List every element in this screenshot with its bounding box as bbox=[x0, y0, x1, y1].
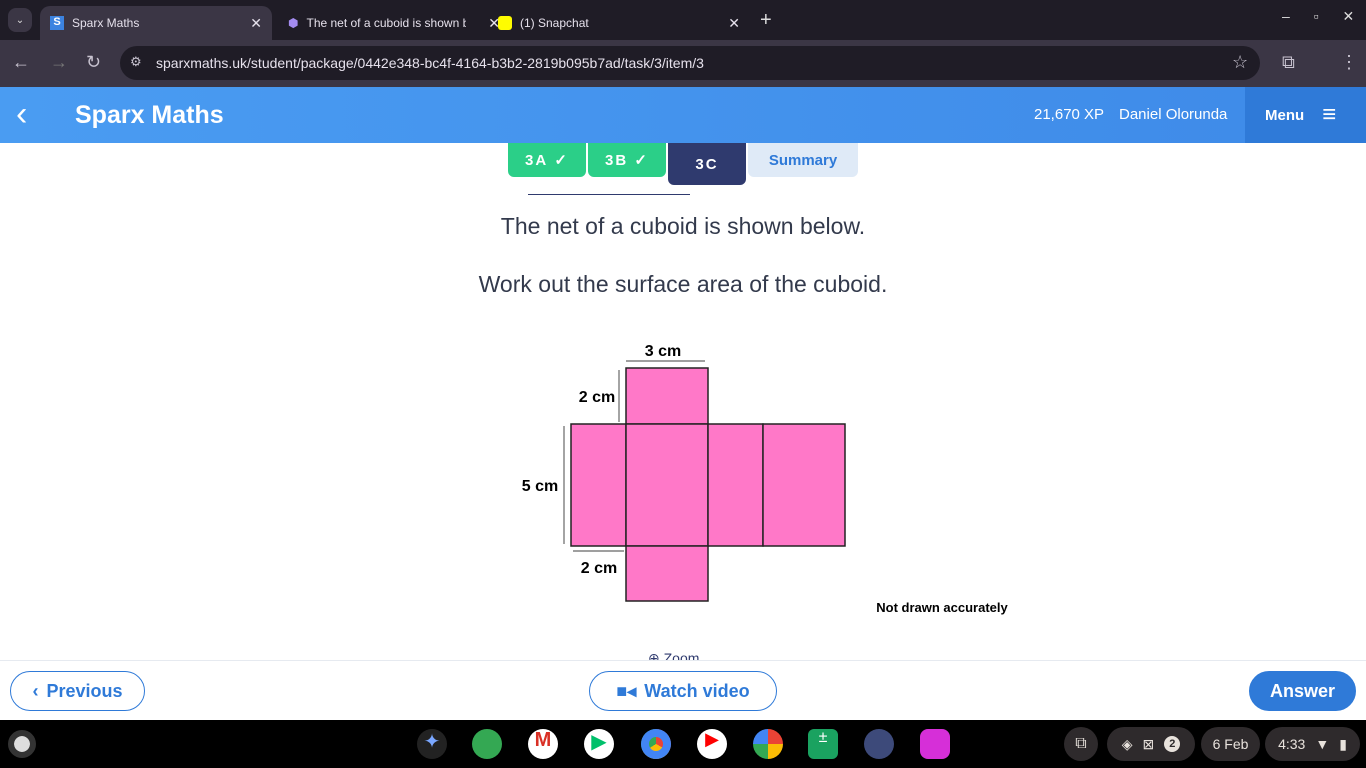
snapchat-favicon-icon bbox=[498, 16, 512, 30]
dim-label-bottom: 2 cm bbox=[581, 560, 617, 577]
answer-button[interactable]: Answer bbox=[1249, 671, 1356, 711]
menu-label: Menu bbox=[1265, 106, 1305, 124]
wifi-icon: ▼ bbox=[1315, 736, 1330, 752]
site-settings-icon[interactable]: ⚙ bbox=[130, 54, 142, 69]
status-tray[interactable]: ◈ ⊠ 2 bbox=[1107, 727, 1195, 761]
tab-sparx[interactable]: S Sparx Maths ✕ bbox=[40, 6, 272, 40]
question-line-2: Work out the surface area of the cuboid. bbox=[478, 271, 888, 297]
reload-icon[interactable]: ↻ bbox=[86, 52, 102, 72]
back-icon[interactable]: ← bbox=[12, 52, 30, 72]
gmail-app-icon[interactable]: M bbox=[528, 729, 558, 759]
user-name[interactable]: Daniel Olorunda bbox=[1119, 106, 1228, 123]
meet-app-icon[interactable] bbox=[472, 729, 502, 759]
app-icon[interactable] bbox=[920, 729, 950, 759]
tab-label: 3A bbox=[525, 151, 549, 169]
app-header bbox=[0, 87, 1366, 143]
net-face-left bbox=[570, 423, 627, 547]
app-icon[interactable] bbox=[864, 729, 894, 759]
close-tab-icon[interactable]: ✕ bbox=[250, 14, 262, 31]
watch-video-button[interactable]: ■◂ Watch video bbox=[589, 671, 777, 711]
hamburger-icon: ≡ bbox=[1322, 101, 1337, 128]
tab-snapchat[interactable]: (1) Snapchat ✕ bbox=[488, 6, 750, 40]
battery-icon: ▮ bbox=[1339, 735, 1347, 752]
video-camera-icon: ■◂ bbox=[616, 680, 637, 701]
photos-app-icon[interactable] bbox=[753, 729, 783, 759]
tab-title: (1) Snapchat bbox=[520, 16, 589, 30]
url-text: sparxmaths.uk/student/package/0442e348-b… bbox=[156, 55, 704, 71]
notification-badge: 2 bbox=[1164, 736, 1181, 752]
window-controls[interactable]: – ▫ ✕ bbox=[1282, 8, 1355, 24]
check-icon: ✓ bbox=[634, 152, 649, 169]
tab-title: Sparx Maths bbox=[72, 16, 140, 30]
gemini-app-icon[interactable]: ✦ bbox=[417, 729, 447, 759]
app-title: Sparx Maths bbox=[75, 101, 224, 129]
divider bbox=[528, 194, 690, 195]
chrome-app-icon[interactable] bbox=[641, 729, 671, 759]
xp-count: 21,670 XP bbox=[1034, 106, 1105, 123]
tab-label: 3B bbox=[605, 151, 629, 169]
watch-label: Watch video bbox=[644, 680, 750, 701]
screen-capture-icon[interactable]: ⧉ bbox=[1064, 727, 1098, 761]
date-text: 6 Feb bbox=[1212, 736, 1249, 752]
dim-label-side-left: 5 cm bbox=[522, 478, 558, 495]
tab-label: Summary bbox=[768, 151, 838, 169]
tab-summary[interactable]: Summary bbox=[748, 143, 858, 177]
answer-label: Answer bbox=[1269, 680, 1336, 701]
dim-label-side-top: 2 cm bbox=[579, 389, 615, 406]
date-pill[interactable]: 6 Feb bbox=[1201, 727, 1260, 761]
net-face-bottom bbox=[625, 545, 709, 602]
net-face-back bbox=[762, 423, 846, 547]
play-store-app-icon[interactable]: ▶ bbox=[584, 729, 614, 759]
extensions-icon[interactable]: ⧉ bbox=[1282, 52, 1295, 72]
zoom-plus-icon: ⊕ bbox=[648, 650, 660, 660]
forward-icon[interactable]: → bbox=[50, 52, 68, 72]
sparx-favicon-icon: S bbox=[50, 16, 64, 30]
menu-button[interactable]: Menu ≡ bbox=[1245, 87, 1366, 143]
address-bar[interactable]: sparxmaths.uk/student/package/0442e348-b… bbox=[120, 46, 1260, 80]
clock-pill[interactable]: 4:33 ▼ ▮ bbox=[1265, 727, 1360, 761]
zoom-button[interactable]: ⊕ Zoom bbox=[648, 650, 699, 660]
dim-label-top: 3 cm bbox=[645, 343, 681, 360]
close-tab-icon[interactable]: ✕ bbox=[488, 14, 500, 31]
dnd-icon: ⊠ bbox=[1142, 735, 1155, 752]
net-face-top bbox=[625, 367, 709, 425]
tab-3a[interactable]: 3A ✓ bbox=[508, 143, 586, 177]
net-face-right bbox=[707, 423, 764, 547]
tab-title: The net of a cuboid is shown b bbox=[306, 16, 467, 30]
gem-favicon-icon: ⬢ bbox=[288, 16, 299, 30]
tab-question[interactable]: ⬢ The net of a cuboid is shown b ✕ bbox=[278, 6, 510, 40]
not-drawn-note: Not drawn accurately bbox=[876, 600, 1008, 615]
launcher-icon[interactable] bbox=[8, 730, 36, 758]
back-chevron-icon[interactable]: ‹ bbox=[16, 95, 28, 133]
time-text: 4:33 bbox=[1278, 736, 1306, 752]
question-line-1: The net of a cuboid is shown below. bbox=[500, 213, 866, 239]
previous-button[interactable]: ‹ Previous bbox=[10, 671, 145, 711]
tab-search-button[interactable]: ⌄ bbox=[8, 8, 32, 32]
check-icon: ✓ bbox=[554, 152, 569, 169]
chevron-left-icon: ‹ bbox=[32, 680, 39, 701]
previous-label: Previous bbox=[46, 680, 123, 701]
net-face-front bbox=[625, 423, 709, 547]
more-menu-icon[interactable]: ⋮ bbox=[1340, 52, 1358, 72]
calculator-app-icon[interactable]: ± bbox=[808, 729, 838, 759]
tab-3b[interactable]: 3B ✓ bbox=[588, 143, 666, 177]
layers-icon: ◈ bbox=[1121, 735, 1133, 752]
new-tab-button[interactable]: + bbox=[760, 9, 772, 31]
tab-3c[interactable]: 3C bbox=[668, 143, 746, 185]
tab-label: 3C bbox=[695, 155, 719, 173]
bookmark-star-icon[interactable]: ☆ bbox=[1232, 52, 1249, 72]
youtube-app-icon[interactable]: ▶ bbox=[697, 729, 727, 759]
zoom-label: Zoom bbox=[663, 650, 700, 660]
close-tab-icon[interactable]: ✕ bbox=[728, 14, 740, 31]
